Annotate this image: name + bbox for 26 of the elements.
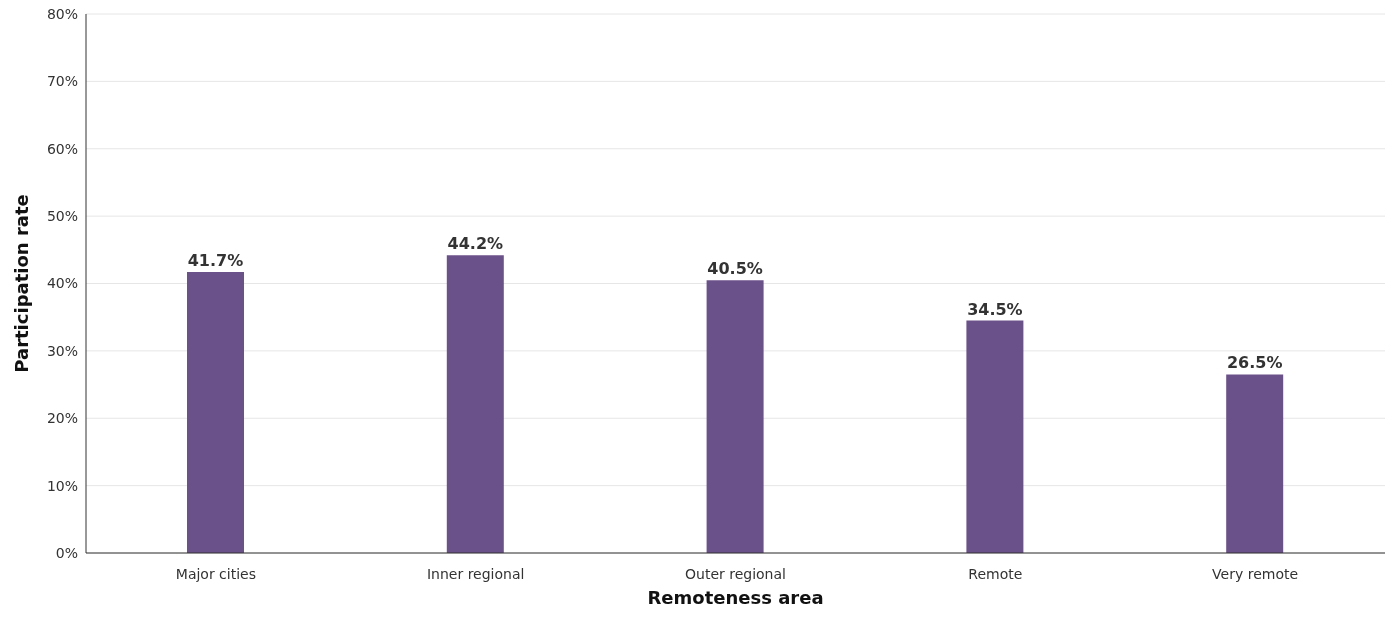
data-label: 40.5% xyxy=(707,259,763,279)
y-tick-label: 0% xyxy=(55,544,78,561)
y-tick-label: 40% xyxy=(46,275,78,292)
bar xyxy=(187,272,244,553)
data-label: 41.7% xyxy=(187,251,244,271)
y-tick-label: 70% xyxy=(46,73,78,90)
x-tick-label: Outer regional xyxy=(685,565,786,582)
y-tick-label: 80% xyxy=(46,5,78,22)
y-tick-label: 50% xyxy=(46,208,78,225)
data-label: 26.5% xyxy=(1226,353,1283,373)
x-tick-label: Inner regional xyxy=(426,565,525,582)
x-tick-label: Very remote xyxy=(1212,565,1299,582)
bar xyxy=(1226,374,1284,553)
bar xyxy=(446,255,504,553)
y-tick-label: 60% xyxy=(46,140,78,157)
y-tick-label: 10% xyxy=(46,477,78,494)
x-axis-title: Remoteness area xyxy=(647,586,824,608)
x-tick-label: Remote xyxy=(968,565,1023,582)
x-tick-label: Major cities xyxy=(175,565,256,582)
y-axis-title: Participation rate xyxy=(11,194,33,373)
data-label: 44.2% xyxy=(447,234,504,254)
bar xyxy=(706,280,764,553)
y-tick-label: 20% xyxy=(46,410,78,427)
bar xyxy=(966,320,1024,553)
data-label: 34.5% xyxy=(967,299,1023,319)
y-tick-label: 30% xyxy=(46,342,78,359)
